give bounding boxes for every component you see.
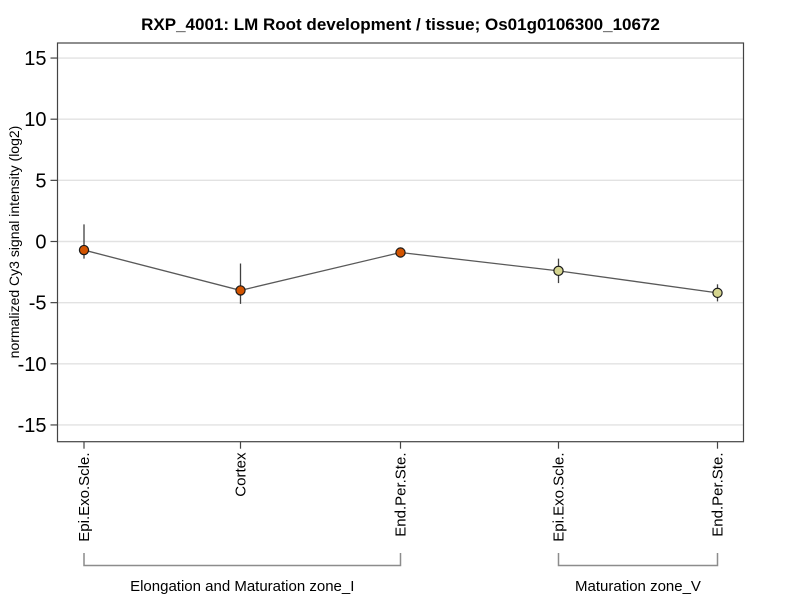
- y-tick-label: -10: [18, 354, 47, 376]
- y-tick-label: 10: [24, 109, 46, 131]
- data-point: [235, 285, 246, 296]
- group-bracket: [557, 553, 719, 567]
- y-tick-label: -15: [18, 415, 47, 437]
- data-point: [712, 287, 723, 299]
- group-label: Elongation and Maturation zone_I: [130, 578, 354, 595]
- x-tick-label: Epi.Exo.Scle.: [76, 453, 93, 542]
- x-tick-label: End.Per.Ste.: [393, 453, 410, 537]
- data-point: [395, 247, 406, 258]
- group-bracket: [83, 553, 402, 567]
- y-tick-label: 5: [35, 170, 46, 192]
- y-tick-label: -5: [29, 293, 47, 315]
- data-point: [553, 265, 564, 277]
- chart-title: RXP_4001: LM Root development / tissue; …: [141, 15, 660, 34]
- x-tick-label: End.Per.Ste.: [710, 453, 727, 537]
- y-tick-label: 15: [24, 48, 46, 70]
- y-tick-label: 0: [35, 232, 46, 254]
- x-tick-label: Epi.Exo.Scle.: [551, 453, 568, 542]
- data-point: [78, 244, 90, 256]
- group-label: Maturation zone_V: [575, 578, 701, 595]
- x-tick-label: Cortex: [233, 452, 250, 497]
- plot-border: [56, 42, 745, 443]
